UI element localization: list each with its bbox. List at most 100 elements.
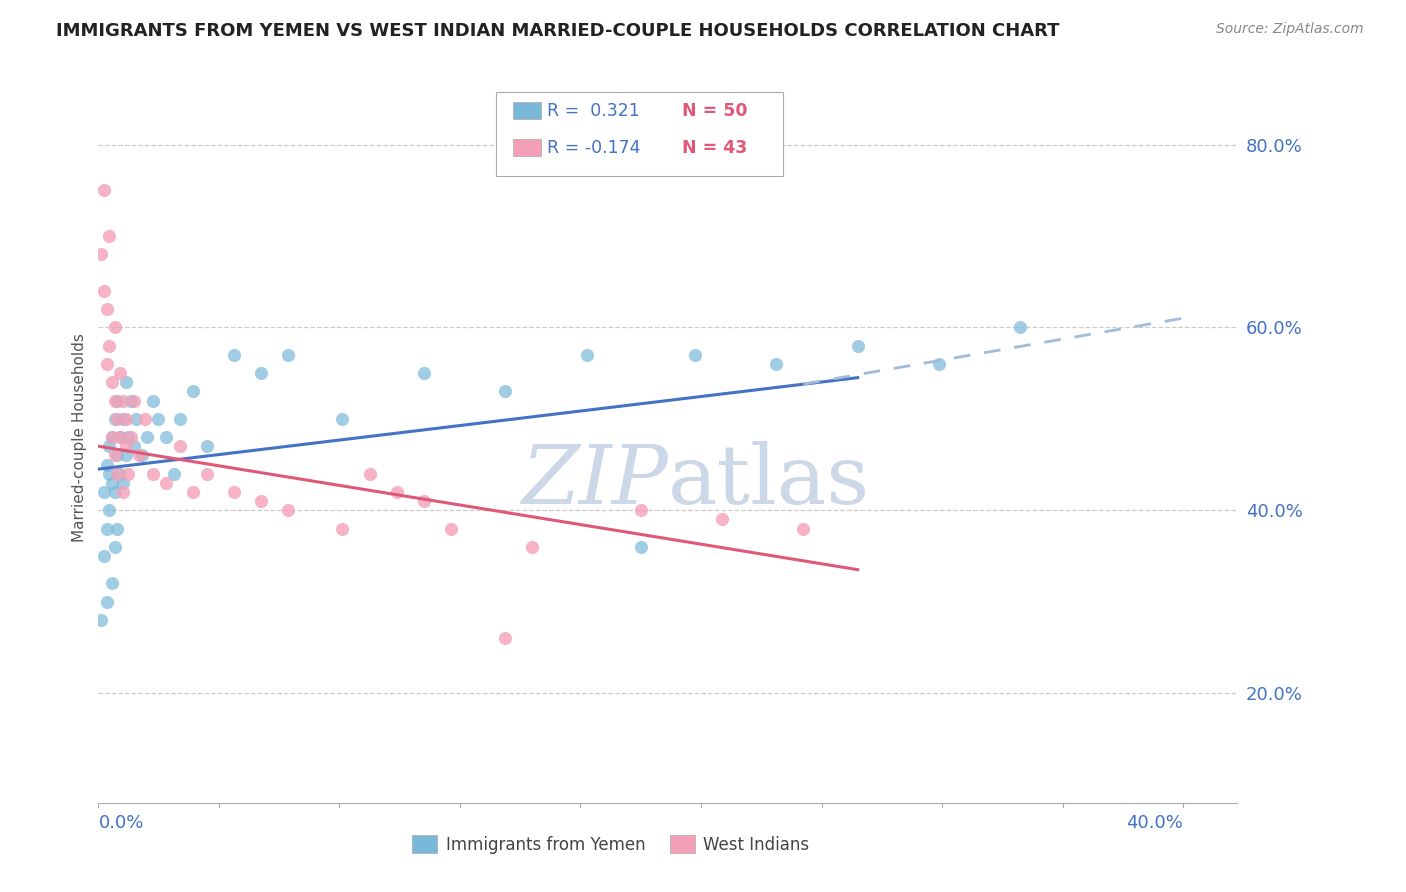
Point xyxy=(107,448,129,462)
Point xyxy=(98,439,121,453)
Point xyxy=(104,393,127,408)
Point xyxy=(1010,320,1032,334)
Point xyxy=(96,458,118,472)
Point xyxy=(96,302,118,317)
Point xyxy=(711,512,734,526)
Point xyxy=(250,366,273,380)
Point xyxy=(104,540,127,554)
Point xyxy=(107,393,129,408)
Point xyxy=(107,412,129,426)
Text: N = 43: N = 43 xyxy=(682,139,747,157)
Point xyxy=(111,393,134,408)
Point xyxy=(846,339,869,353)
Point xyxy=(630,540,652,554)
Point xyxy=(111,412,134,426)
Point xyxy=(96,594,118,608)
Point xyxy=(98,503,121,517)
Point xyxy=(146,412,169,426)
Point xyxy=(96,357,118,371)
Point xyxy=(195,467,218,481)
Point xyxy=(101,576,124,591)
Point xyxy=(114,375,136,389)
Point xyxy=(93,549,115,563)
Point xyxy=(131,448,153,462)
Point xyxy=(93,485,115,500)
Point xyxy=(120,393,142,408)
Point xyxy=(104,448,127,462)
Point xyxy=(222,348,245,362)
Point xyxy=(101,475,124,490)
Point xyxy=(114,439,136,453)
Point xyxy=(117,430,139,444)
Point xyxy=(169,439,191,453)
Point xyxy=(108,366,131,380)
Point xyxy=(122,439,145,453)
Point xyxy=(183,485,205,500)
Point xyxy=(104,412,127,426)
Point xyxy=(440,521,463,535)
Point xyxy=(163,467,186,481)
Point xyxy=(90,613,112,627)
Point xyxy=(114,412,136,426)
Point xyxy=(412,494,434,508)
Point xyxy=(277,503,299,517)
Point xyxy=(120,430,142,444)
Text: 0.0%: 0.0% xyxy=(98,814,143,831)
Point xyxy=(107,467,129,481)
Point xyxy=(93,284,115,298)
Point xyxy=(108,430,131,444)
Point xyxy=(277,348,299,362)
Point xyxy=(96,521,118,535)
Point xyxy=(108,467,131,481)
Point xyxy=(98,467,121,481)
Legend: Immigrants from Yemen, West Indians: Immigrants from Yemen, West Indians xyxy=(405,829,817,860)
Point xyxy=(195,439,218,453)
Point xyxy=(683,348,706,362)
Point xyxy=(101,430,124,444)
Point xyxy=(101,430,124,444)
Point xyxy=(142,467,165,481)
Point xyxy=(765,357,787,371)
Point xyxy=(250,494,273,508)
Point xyxy=(522,540,544,554)
Point xyxy=(114,448,136,462)
Point xyxy=(494,632,516,646)
Point xyxy=(332,412,354,426)
Point xyxy=(108,430,131,444)
Point xyxy=(101,375,124,389)
Point xyxy=(111,485,134,500)
Point xyxy=(107,521,129,535)
Point xyxy=(104,320,127,334)
Point xyxy=(155,430,177,444)
Point xyxy=(93,183,115,197)
Point xyxy=(630,503,652,517)
Point xyxy=(136,430,159,444)
Point xyxy=(98,339,121,353)
Point xyxy=(792,521,814,535)
Point xyxy=(134,412,156,426)
Point xyxy=(90,247,112,261)
Text: atlas: atlas xyxy=(668,441,870,521)
Point xyxy=(122,393,145,408)
Point xyxy=(575,348,598,362)
Point xyxy=(183,384,205,399)
Point xyxy=(125,412,148,426)
Text: N = 50: N = 50 xyxy=(682,103,748,120)
Point xyxy=(412,366,434,380)
Point xyxy=(128,448,150,462)
Text: IMMIGRANTS FROM YEMEN VS WEST INDIAN MARRIED-COUPLE HOUSEHOLDS CORRELATION CHART: IMMIGRANTS FROM YEMEN VS WEST INDIAN MAR… xyxy=(56,22,1060,40)
Text: ZIP: ZIP xyxy=(522,441,668,521)
Text: Source: ZipAtlas.com: Source: ZipAtlas.com xyxy=(1216,22,1364,37)
Point xyxy=(494,384,516,399)
Text: R = -0.174: R = -0.174 xyxy=(547,139,641,157)
Point xyxy=(332,521,354,535)
Point xyxy=(359,467,381,481)
Point xyxy=(385,485,408,500)
Point xyxy=(111,475,134,490)
Point xyxy=(222,485,245,500)
Point xyxy=(928,357,950,371)
Y-axis label: Married-couple Households: Married-couple Households xyxy=(72,333,87,541)
Point xyxy=(98,229,121,244)
Point xyxy=(169,412,191,426)
Point xyxy=(104,485,127,500)
